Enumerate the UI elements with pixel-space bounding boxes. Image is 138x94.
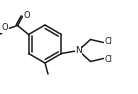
Text: N: N <box>75 46 82 55</box>
Text: Cl: Cl <box>104 38 112 47</box>
Text: Cl: Cl <box>104 55 112 64</box>
Text: O: O <box>2 24 8 33</box>
Text: O: O <box>24 11 30 19</box>
